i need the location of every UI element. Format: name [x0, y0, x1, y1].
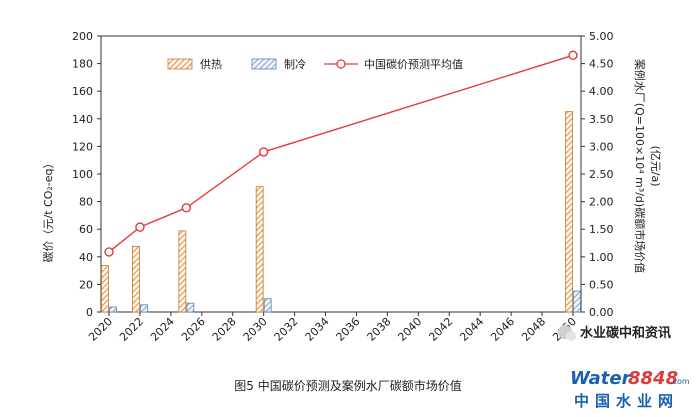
- legend-label-heating: 供热: [200, 57, 222, 71]
- price-point: [568, 50, 578, 61]
- heating-bar: [132, 245, 140, 313]
- left-tick-label: 60: [79, 223, 93, 236]
- right-tick-label: 1.50: [589, 223, 614, 236]
- price-point: [135, 222, 145, 232]
- heating-bar: [101, 265, 109, 313]
- price-point: [181, 203, 192, 213]
- left-axis-title: 碳价（元/t CO₂-eq）: [41, 158, 55, 263]
- x-tick-label: 2044: [457, 315, 486, 344]
- legend-swatch-heating: [167, 58, 193, 70]
- x-tick-label: 2046: [488, 315, 517, 344]
- site-logo: Water 8848 .com 中国水业网: [570, 368, 690, 410]
- site-logo-main: Water: [570, 368, 632, 389]
- site-logo-number: 8848: [628, 368, 678, 389]
- cooling-bar: [109, 306, 117, 313]
- x-tick-label: 2040: [395, 315, 424, 344]
- heating-bar: [565, 111, 573, 313]
- heating-bar: [178, 230, 187, 313]
- x-tick-label: 2028: [210, 315, 239, 344]
- left-tick-label: 0: [86, 306, 93, 319]
- site-logo-subtitle: 中国水业网: [574, 392, 679, 410]
- plot-frame: [100, 35, 582, 313]
- right-tick-label: 2.00: [589, 196, 614, 209]
- right-tick-label: 0.00: [589, 306, 614, 319]
- x-tick-label: 2032: [272, 315, 301, 344]
- x-tick-label: 2026: [179, 315, 208, 344]
- left-tick-label: 40: [79, 251, 93, 264]
- price-point: [258, 147, 269, 157]
- left-tick-label: 180: [72, 58, 93, 71]
- price-polyline: [108, 54, 574, 253]
- legend: 供热 制冷 中国碳价预测平均值: [167, 57, 463, 71]
- right-tick-label: 4.50: [589, 58, 614, 71]
- x-tick-label: 2036: [334, 315, 363, 344]
- left-tick-label: 120: [72, 140, 93, 153]
- right-tick-label: 5.00: [589, 30, 614, 43]
- right-y-axis: 0.00 0.50 1.00 1.50 2.00 2.50 3.00 3.50 4.00 4.50…: [581, 30, 614, 319]
- right-tick-label: 3.00: [589, 140, 614, 153]
- right-tick-label: 3.50: [589, 113, 614, 126]
- left-tick-label: 140: [72, 113, 93, 126]
- left-y-axis: 0 20 40 60 80 100 120 140 160 180 200: [72, 30, 101, 319]
- x-tick-label: 2024: [148, 315, 177, 344]
- left-tick-label: 100: [72, 168, 93, 181]
- bars: [101, 111, 581, 313]
- price-point: [104, 247, 114, 257]
- cooling-bar: [573, 290, 581, 313]
- cooling-bar: [140, 304, 148, 313]
- left-tick-label: 80: [79, 196, 93, 209]
- site-logo-domain: .com: [670, 377, 690, 386]
- wechat-icon-bubble: [566, 331, 576, 341]
- right-tick-label: 2.50: [589, 168, 614, 181]
- x-tick-label: 2020: [86, 315, 115, 344]
- legend-label-cooling: 制冷: [284, 58, 306, 71]
- x-tick-label: 2034: [303, 315, 332, 344]
- x-tick-label: 2042: [426, 315, 455, 344]
- x-axis: 2020 2022 2024 2026 2028 2030 2032 2034 2036 2038…: [86, 312, 579, 344]
- legend-marker-price: [336, 59, 346, 69]
- x-tick-label: 2022: [117, 315, 146, 344]
- heating-bar: [255, 186, 264, 313]
- wechat-watermark-text: 水业碳中和资讯: [580, 325, 671, 341]
- wechat-watermark: 水业碳中和资讯: [558, 325, 671, 341]
- right-tick-label: 4.00: [589, 85, 614, 98]
- cooling-bar: [263, 298, 272, 313]
- x-tick-label: 2030: [241, 315, 270, 344]
- right-tick-label: 0.50: [589, 278, 614, 291]
- legend-swatch-cooling: [251, 58, 277, 70]
- x-tick-label: 2038: [365, 315, 394, 344]
- x-tick-label: 2048: [519, 315, 548, 344]
- right-tick-label: 1.00: [589, 251, 614, 264]
- legend-label-price: 中国碳价预测平均值: [364, 57, 463, 71]
- right-axis-unit: (亿元/a): [649, 145, 662, 186]
- right-axis-title: 案例水厂(Q=100×10⁴ m³/d)碳额市场价值: [633, 59, 647, 273]
- left-tick-label: 160: [72, 85, 93, 98]
- left-tick-label: 20: [79, 278, 93, 291]
- price-line: [104, 50, 578, 257]
- left-tick-label: 200: [72, 30, 93, 43]
- figure-caption: 图5 中国碳价预测及案例水厂碳额市场价值: [234, 378, 461, 393]
- cooling-bar: [186, 302, 195, 313]
